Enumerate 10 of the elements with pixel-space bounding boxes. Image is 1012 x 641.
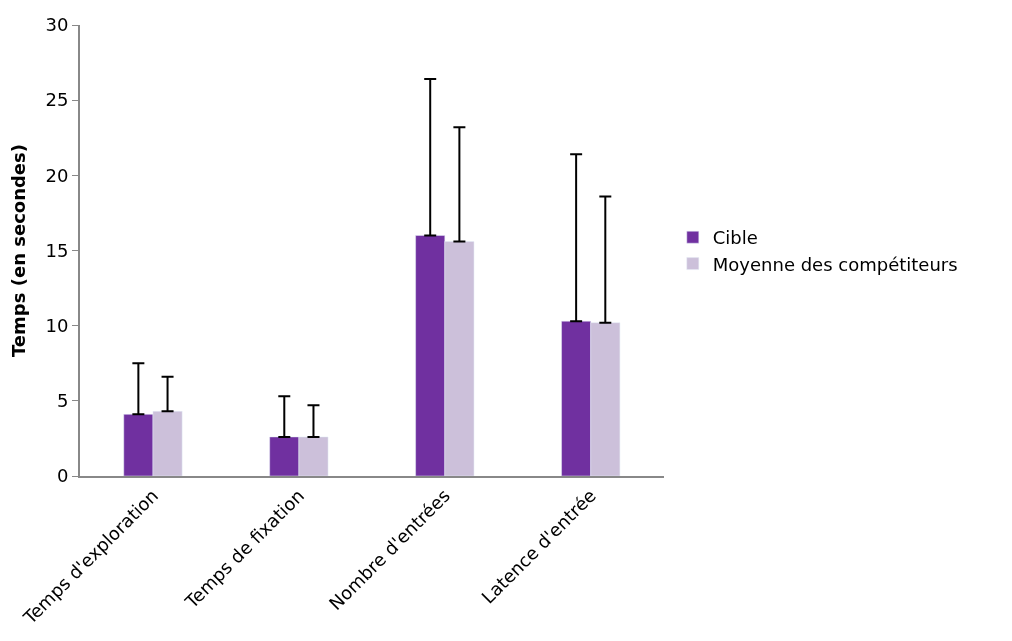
y-tick-label: 20 <box>45 164 69 186</box>
y-tick-label: 10 <box>45 314 69 336</box>
y-tick-label: 0 <box>56 465 69 487</box>
y-axis-title: Temps (en secondes) <box>8 143 30 358</box>
y-tick-label: 5 <box>56 390 69 412</box>
legend-label: Moyenne des compétiteurs <box>712 253 958 275</box>
legend-label: Cible <box>712 227 758 249</box>
y-tick-label: 15 <box>45 239 69 261</box>
y-tick-label: 25 <box>45 89 69 111</box>
y-tick-label: 30 <box>45 14 69 36</box>
